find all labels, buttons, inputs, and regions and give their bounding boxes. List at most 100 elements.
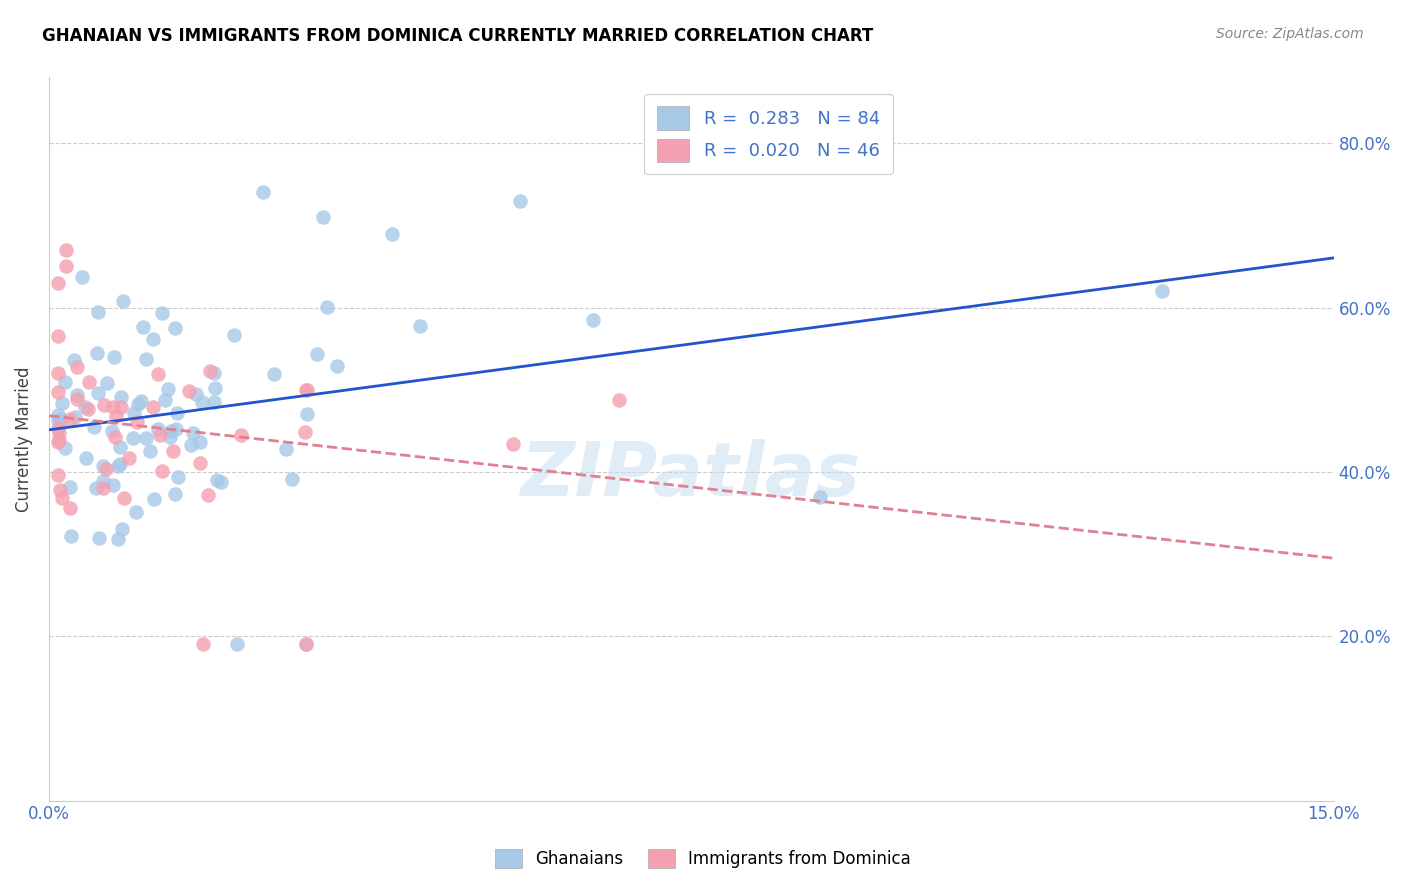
Legend: Ghanaians, Immigrants from Dominica: Ghanaians, Immigrants from Dominica [488, 842, 918, 875]
Point [51, 491, 73, 505]
Point [101, 424, 124, 438]
Point [502, 436, 524, 450]
Point [142, 332, 165, 346]
Point [509, 194, 531, 208]
Point [200, 364, 222, 378]
Point [46, 434, 69, 449]
Point [55, 260, 77, 274]
Point [48, 433, 70, 447]
Point [808, 490, 831, 504]
Point [128, 396, 150, 410]
Point [142, 491, 165, 506]
Point [152, 464, 174, 478]
Point [101, 400, 124, 414]
Point [59, 480, 82, 494]
Point [202, 367, 225, 381]
Point [135, 352, 157, 367]
Point [96, 376, 118, 390]
Point [51, 412, 73, 426]
Point [129, 393, 152, 408]
Point [122, 431, 145, 445]
Point [135, 431, 157, 445]
Point [162, 444, 184, 458]
Point [209, 475, 232, 490]
Point [58, 500, 80, 515]
Point [84, 481, 107, 495]
Point [294, 425, 316, 439]
Point [55, 375, 77, 389]
Point [83, 419, 105, 434]
Point [142, 401, 165, 415]
Point [156, 382, 179, 396]
Point [205, 473, 228, 487]
Point [87, 385, 110, 400]
Point [146, 422, 169, 436]
Point [107, 532, 129, 546]
Point [316, 300, 339, 314]
Point [46, 366, 69, 380]
Point [59, 412, 82, 426]
Point [112, 294, 135, 309]
Point [66, 360, 89, 375]
Point [103, 350, 125, 364]
Point [94, 461, 117, 475]
Point [101, 478, 124, 492]
Point [53, 441, 76, 455]
Point [87, 305, 110, 319]
Point [295, 383, 318, 397]
Point [607, 393, 630, 408]
Text: ZIPatlas: ZIPatlas [522, 439, 862, 512]
Point [276, 442, 298, 456]
Point [139, 443, 162, 458]
Point [165, 422, 187, 436]
Point [153, 392, 176, 407]
Point [163, 320, 186, 334]
Point [122, 406, 145, 420]
Point [62, 353, 84, 368]
Legend: R =  0.283   N = 84, R =  0.020   N = 46: R = 0.283 N = 84, R = 0.020 N = 46 [644, 94, 893, 175]
Point [72, 270, 94, 285]
Point [63, 410, 86, 425]
Point [55, 243, 77, 257]
Point [77, 375, 100, 389]
Point [281, 472, 304, 486]
Point [582, 313, 605, 327]
Text: Source: ZipAtlas.com: Source: ZipAtlas.com [1216, 27, 1364, 41]
Point [66, 392, 89, 407]
Point [295, 638, 318, 652]
Point [167, 470, 190, 484]
Point [46, 384, 69, 399]
Point [48, 426, 70, 441]
Point [181, 426, 204, 441]
Point [111, 522, 134, 536]
Point [149, 428, 172, 442]
Point [408, 319, 430, 334]
Point [104, 430, 127, 444]
Point [60, 529, 83, 543]
Point [51, 396, 73, 410]
Point [107, 458, 129, 473]
Point [229, 428, 252, 442]
Point [188, 435, 211, 450]
Point [1152, 284, 1174, 298]
Point [110, 390, 132, 404]
Point [46, 413, 69, 427]
Point [146, 368, 169, 382]
Point [224, 327, 246, 342]
Point [76, 402, 98, 417]
Point [132, 319, 155, 334]
Point [325, 359, 347, 373]
Point [150, 306, 173, 320]
Point [110, 440, 132, 454]
Point [197, 488, 219, 502]
Point [305, 346, 328, 360]
Point [110, 401, 132, 415]
Point [125, 415, 148, 429]
Point [91, 475, 114, 489]
Point [295, 638, 318, 652]
Point [226, 638, 249, 652]
Point [49, 483, 72, 497]
Point [46, 329, 69, 343]
Point [86, 346, 108, 360]
Point [184, 387, 207, 401]
